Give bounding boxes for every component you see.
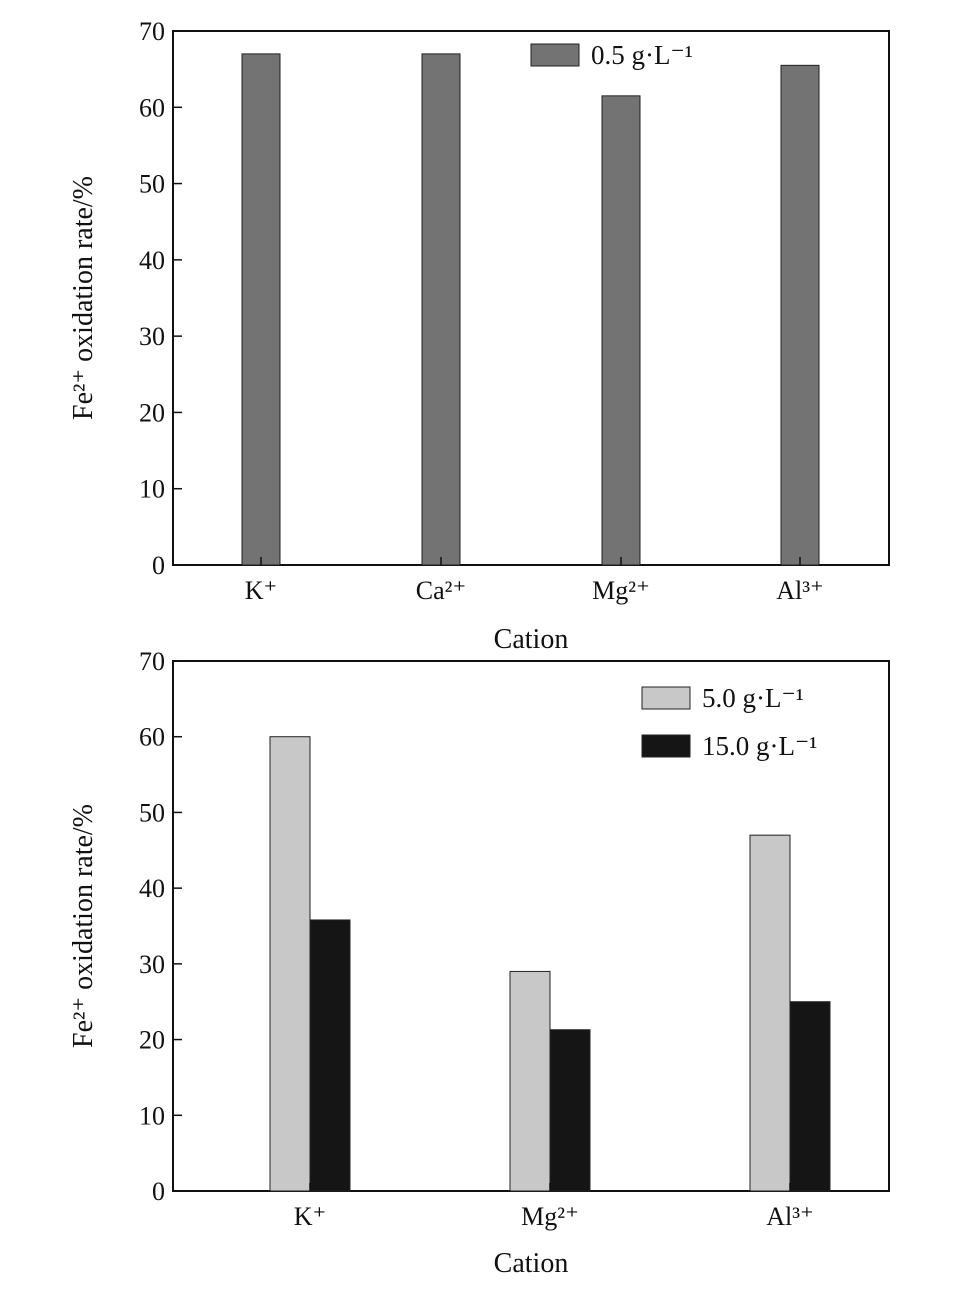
x-axis-ticks: K⁺ Ca²⁺ Mg²⁺ Al³⁺: [245, 557, 824, 605]
y-tick-label: 50: [139, 170, 165, 199]
y-tick-label: 20: [139, 1026, 165, 1055]
bar-group: [241, 53, 820, 566]
bar: [601, 95, 641, 566]
x-tick-label: Mg²⁺: [521, 1202, 579, 1231]
y-axis-ticks: 0 10 20 30 40 50 60 70: [139, 17, 182, 580]
y-tick-label: 70: [139, 647, 165, 676]
bar: [241, 53, 281, 566]
bar: [509, 970, 551, 1192]
chart-bottom: 0 10 20 30 40 50 60 70 K⁺ Mg²⁺ Al³⁺ Fe²⁺ oxidatio…: [68, 647, 890, 1279]
y-tick-label: 30: [139, 950, 165, 979]
bar: [269, 736, 311, 1192]
bar: [749, 834, 791, 1192]
y-axis-title: Fe²⁺ oxidation rate/%: [68, 804, 99, 1048]
bar: [549, 1029, 591, 1192]
bar: [780, 64, 820, 566]
x-axis-title: Cation: [494, 1248, 569, 1279]
x-tick-label: Al³⁺: [766, 1202, 814, 1231]
bar: [789, 1001, 831, 1192]
legend-label: 5.0 g·L⁻¹: [702, 683, 804, 713]
y-tick-label: 0: [152, 1177, 165, 1206]
x-tick-label: K⁺: [294, 1202, 327, 1231]
y-tick-label: 30: [139, 322, 165, 351]
y-axis-ticks: 0 10 20 30 40 50 60 70: [139, 647, 182, 1206]
legend-label: 15.0 g·L⁻¹: [702, 731, 817, 761]
legend-swatch: [530, 43, 580, 67]
plot-frame: [172, 30, 890, 566]
y-tick-label: 10: [139, 1101, 165, 1130]
x-tick-label: Mg²⁺: [592, 576, 650, 605]
legend: 0.5 g·L⁻¹: [530, 40, 693, 70]
y-tick-label: 60: [139, 93, 165, 122]
legend-swatch: [641, 686, 691, 710]
legend-swatch: [641, 734, 691, 758]
x-axis-title: Cation: [494, 624, 569, 655]
x-tick-label: K⁺: [245, 576, 278, 605]
y-tick-label: 60: [139, 723, 165, 752]
y-tick-label: 20: [139, 398, 165, 427]
x-axis-ticks: K⁺ Mg²⁺ Al³⁺: [294, 1183, 814, 1231]
y-tick-label: 0: [152, 551, 165, 580]
y-tick-label: 50: [139, 798, 165, 827]
chart-top: 0 10 20 30 40 50 60 70 K⁺ Ca²⁺ Mg²⁺ Al³⁺ Fe²⁺ oxid…: [68, 17, 890, 655]
bar-group: [269, 736, 831, 1192]
y-tick-label: 70: [139, 17, 165, 46]
bar: [421, 53, 461, 566]
y-axis-title: Fe²⁺ oxidation rate/%: [68, 176, 99, 420]
legend-label: 0.5 g·L⁻¹: [591, 40, 693, 70]
bar: [309, 919, 351, 1192]
y-tick-label: 40: [139, 874, 165, 903]
legend: 5.0 g·L⁻¹ 15.0 g·L⁻¹: [641, 683, 817, 761]
x-tick-label: Ca²⁺: [416, 576, 466, 605]
y-tick-label: 40: [139, 246, 165, 275]
x-tick-label: Al³⁺: [776, 576, 824, 605]
y-tick-label: 10: [139, 475, 165, 504]
